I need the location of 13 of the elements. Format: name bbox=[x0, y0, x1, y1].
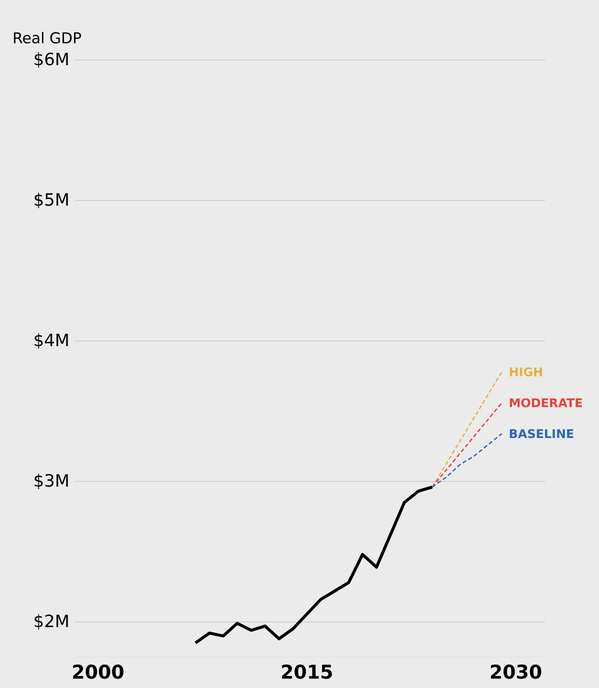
series-label: MODERATE bbox=[510, 398, 582, 408]
series-label: HIGH bbox=[510, 367, 542, 376]
y-tick-label: $6M bbox=[34, 52, 68, 68]
x-tick-label: 2030 bbox=[490, 664, 542, 679]
y-tick-label: $3M bbox=[34, 474, 68, 490]
y-axis-title: Real GDP bbox=[14, 32, 82, 44]
y-tick-label: $4M bbox=[34, 333, 68, 349]
x-tick-label: 2000 bbox=[73, 664, 124, 679]
line-series bbox=[194, 486, 434, 644]
y-tick-label: $5M bbox=[34, 192, 68, 208]
x-tick-label: 2015 bbox=[282, 664, 332, 679]
series-label: BASELINE bbox=[510, 429, 574, 438]
y-tick-label: $2M bbox=[34, 614, 68, 630]
